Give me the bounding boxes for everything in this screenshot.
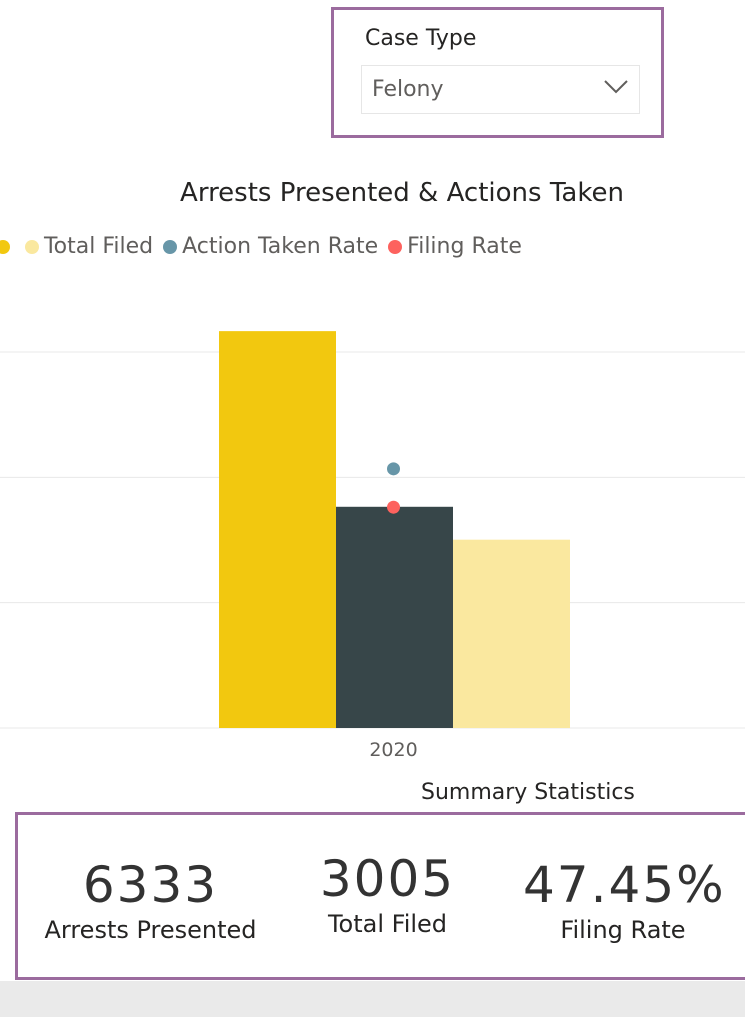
legend-dot-icon (0, 239, 10, 254)
legend-label: Total Filed (43, 234, 154, 259)
card-label: Filing Rate (560, 916, 686, 944)
slicer-title: Case Type (365, 26, 477, 51)
chart-legend: n Total Filed Action Taken Rate Filing Rate (0, 234, 532, 259)
legend-label: Filing Rate (407, 234, 522, 259)
summary-cards: 6333 Arrests Presented 3005 Total Filed … (15, 812, 745, 980)
x-tick-label: 2020 (369, 739, 417, 761)
card-value: 47.45% (523, 856, 726, 914)
legend-label: Action Taken Rate (182, 234, 379, 259)
legend-item[interactable]: Filing Rate (388, 234, 522, 259)
chevron-down-icon (604, 80, 628, 94)
bar-chart: 2020 (0, 331, 745, 761)
legend-dot-icon (163, 239, 178, 254)
card-value: 6333 (82, 856, 219, 914)
chart-title: Arrests Presented & Actions Taken (180, 178, 624, 208)
legend-dot-icon (24, 239, 39, 254)
card-label: Arrests Presented (44, 916, 257, 944)
card-arrests-presented: 6333 Arrests Presented (43, 855, 258, 945)
dropdown-selected-value: Felony (372, 77, 444, 102)
card-value: 3005 (319, 850, 456, 908)
legend-item[interactable]: Total Filed (24, 234, 154, 259)
summary-title: Summary Statistics (421, 780, 635, 805)
card-filing-rate: 47.45% Filing Rate (523, 855, 726, 945)
point-action-taken-rate (387, 462, 400, 476)
card-label: Total Filed (327, 910, 448, 938)
legend-dot-icon (388, 239, 403, 254)
case-type-dropdown[interactable]: Felony (361, 65, 640, 114)
bar-series-0 (219, 331, 336, 728)
case-type-slicer: Case Type Felony (331, 7, 664, 138)
bar-series-1 (336, 506, 453, 728)
point-filing-rate (387, 500, 400, 514)
bar-series-2 (453, 539, 570, 728)
footer-bar (0, 981, 745, 1017)
legend-item[interactable]: Action Taken Rate (163, 234, 378, 259)
legend-item[interactable]: n (0, 234, 15, 259)
card-total-filed: 3005 Total Filed (300, 849, 475, 939)
